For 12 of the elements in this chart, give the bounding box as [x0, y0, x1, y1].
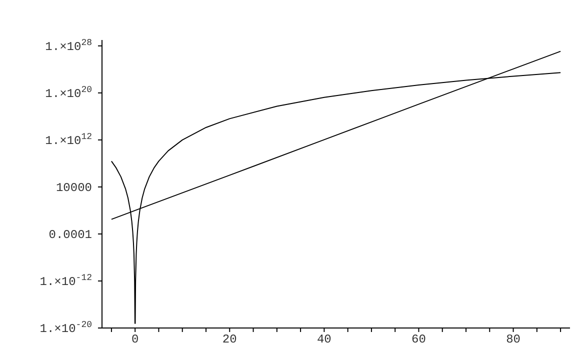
- x-tick-label: 0: [131, 332, 139, 347]
- y-tick-label: 0.0001: [48, 228, 92, 242]
- y-tick-label: 1.×10$^{-12}$: [40, 272, 92, 289]
- y-tick-label: 1.×10$^{20}$: [45, 84, 92, 101]
- x-tick-label: 20: [222, 332, 237, 347]
- x-tick-label: 40: [316, 332, 332, 347]
- x-tick-label: 80: [506, 332, 520, 347]
- y-tick-label: 10000: [56, 180, 92, 195]
- y-tick-label: 1.×10$^{28}$: [45, 38, 92, 54]
- y-tick-label: 1.×10$^{-20}$: [40, 320, 92, 336]
- y-tick-label: 1.×10$^{12}$: [45, 132, 92, 148]
- x-tick-label: 60: [412, 332, 426, 347]
